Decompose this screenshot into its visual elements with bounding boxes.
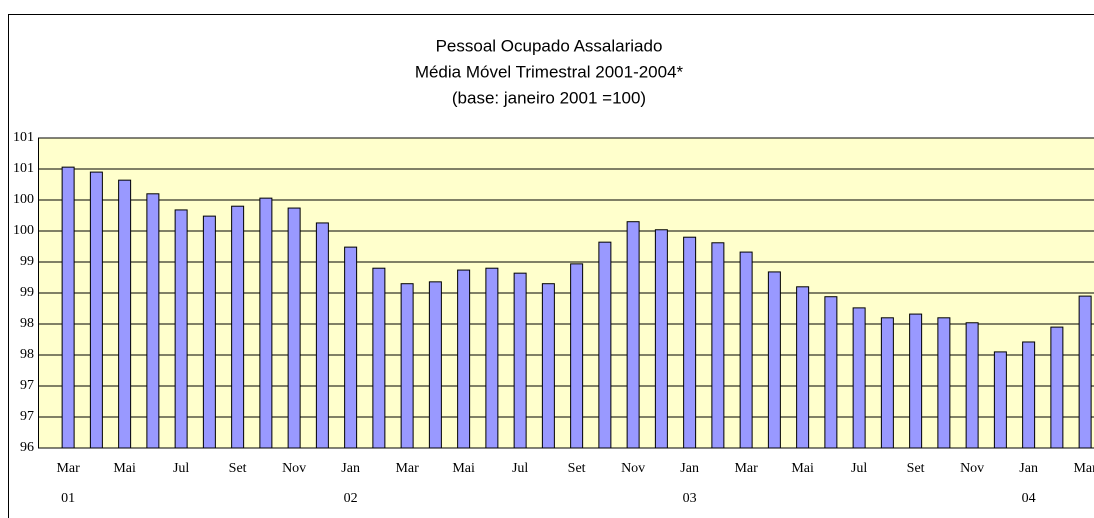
x-tick-label: Nov (621, 461, 645, 476)
bar (428, 281, 442, 449)
x-tick-label: Mar (56, 461, 80, 476)
bar (202, 215, 216, 449)
y-tick-label: 96 (20, 440, 34, 455)
bar (344, 246, 358, 449)
bar (89, 171, 103, 449)
bar (315, 222, 329, 449)
bar (880, 317, 894, 449)
y-tick-label: 101 (13, 161, 34, 176)
x-tick-label: Mar (395, 461, 419, 476)
y-tick-label: 101 (13, 130, 34, 145)
y-tick-label: 99 (20, 285, 34, 300)
chart-subtitle: Média Móvel Trimestral 2001-2004* (415, 62, 684, 81)
x-tick-label: Jul (512, 461, 528, 476)
bar (909, 313, 923, 449)
bar (654, 229, 668, 449)
bar (683, 236, 697, 449)
bar (711, 242, 725, 449)
x-tick-label: Set (907, 461, 925, 476)
bar (767, 271, 781, 449)
y-tick-label: 97 (20, 409, 34, 424)
bar (118, 179, 132, 449)
x-tick-label: Set (568, 461, 586, 476)
bar (541, 283, 555, 449)
bar (287, 207, 301, 449)
bar (852, 307, 866, 449)
chart-note: (base: janeiro 2001 =100) (452, 88, 646, 107)
bar (513, 272, 527, 449)
x-tick-label: Mai (452, 461, 475, 476)
x-tick-label: Jul (851, 461, 867, 476)
bar (1050, 326, 1064, 449)
bar (993, 351, 1007, 449)
y-tick-label: 98 (20, 347, 34, 362)
bar (174, 209, 188, 449)
y-tick-label: 97 (20, 378, 34, 393)
bar (372, 267, 386, 449)
chart-title: Pessoal Ocupado Assalariado (436, 36, 663, 55)
bar (824, 296, 838, 449)
bar (1078, 295, 1092, 449)
bar (626, 221, 640, 449)
bar (796, 286, 810, 449)
bar (146, 193, 160, 449)
x-year-label: 03 (683, 491, 697, 506)
x-tick-label: Jul (173, 461, 189, 476)
x-tick-label: Jan (341, 461, 360, 476)
y-tick-label: 100 (13, 223, 34, 238)
x-tick-label: Jan (1019, 461, 1038, 476)
bar (598, 241, 612, 449)
y-tick-label: 98 (20, 316, 34, 331)
bar (400, 283, 414, 449)
x-tick-label: Set (229, 461, 247, 476)
bar (965, 322, 979, 449)
x-tick-label: Mai (113, 461, 136, 476)
bar (485, 267, 499, 449)
bar (259, 197, 273, 449)
x-tick-label: Nov (960, 461, 984, 476)
x-tick-label: Jan (680, 461, 699, 476)
bar (570, 263, 584, 449)
x-year-label: 04 (1022, 491, 1036, 506)
x-tick-label: Nov (282, 461, 306, 476)
bar (457, 269, 471, 449)
x-tick-label: Mar (1073, 461, 1094, 476)
bar (739, 251, 753, 449)
bar (61, 166, 75, 449)
y-tick-label: 99 (20, 254, 34, 269)
bar (937, 317, 951, 449)
bar (1022, 341, 1036, 449)
x-year-label: 02 (344, 491, 358, 506)
x-tick-label: Mar (734, 461, 758, 476)
bar (231, 205, 245, 449)
y-tick-label: 100 (13, 192, 34, 207)
x-tick-label: Mai (791, 461, 814, 476)
x-year-label: 01 (61, 491, 75, 506)
